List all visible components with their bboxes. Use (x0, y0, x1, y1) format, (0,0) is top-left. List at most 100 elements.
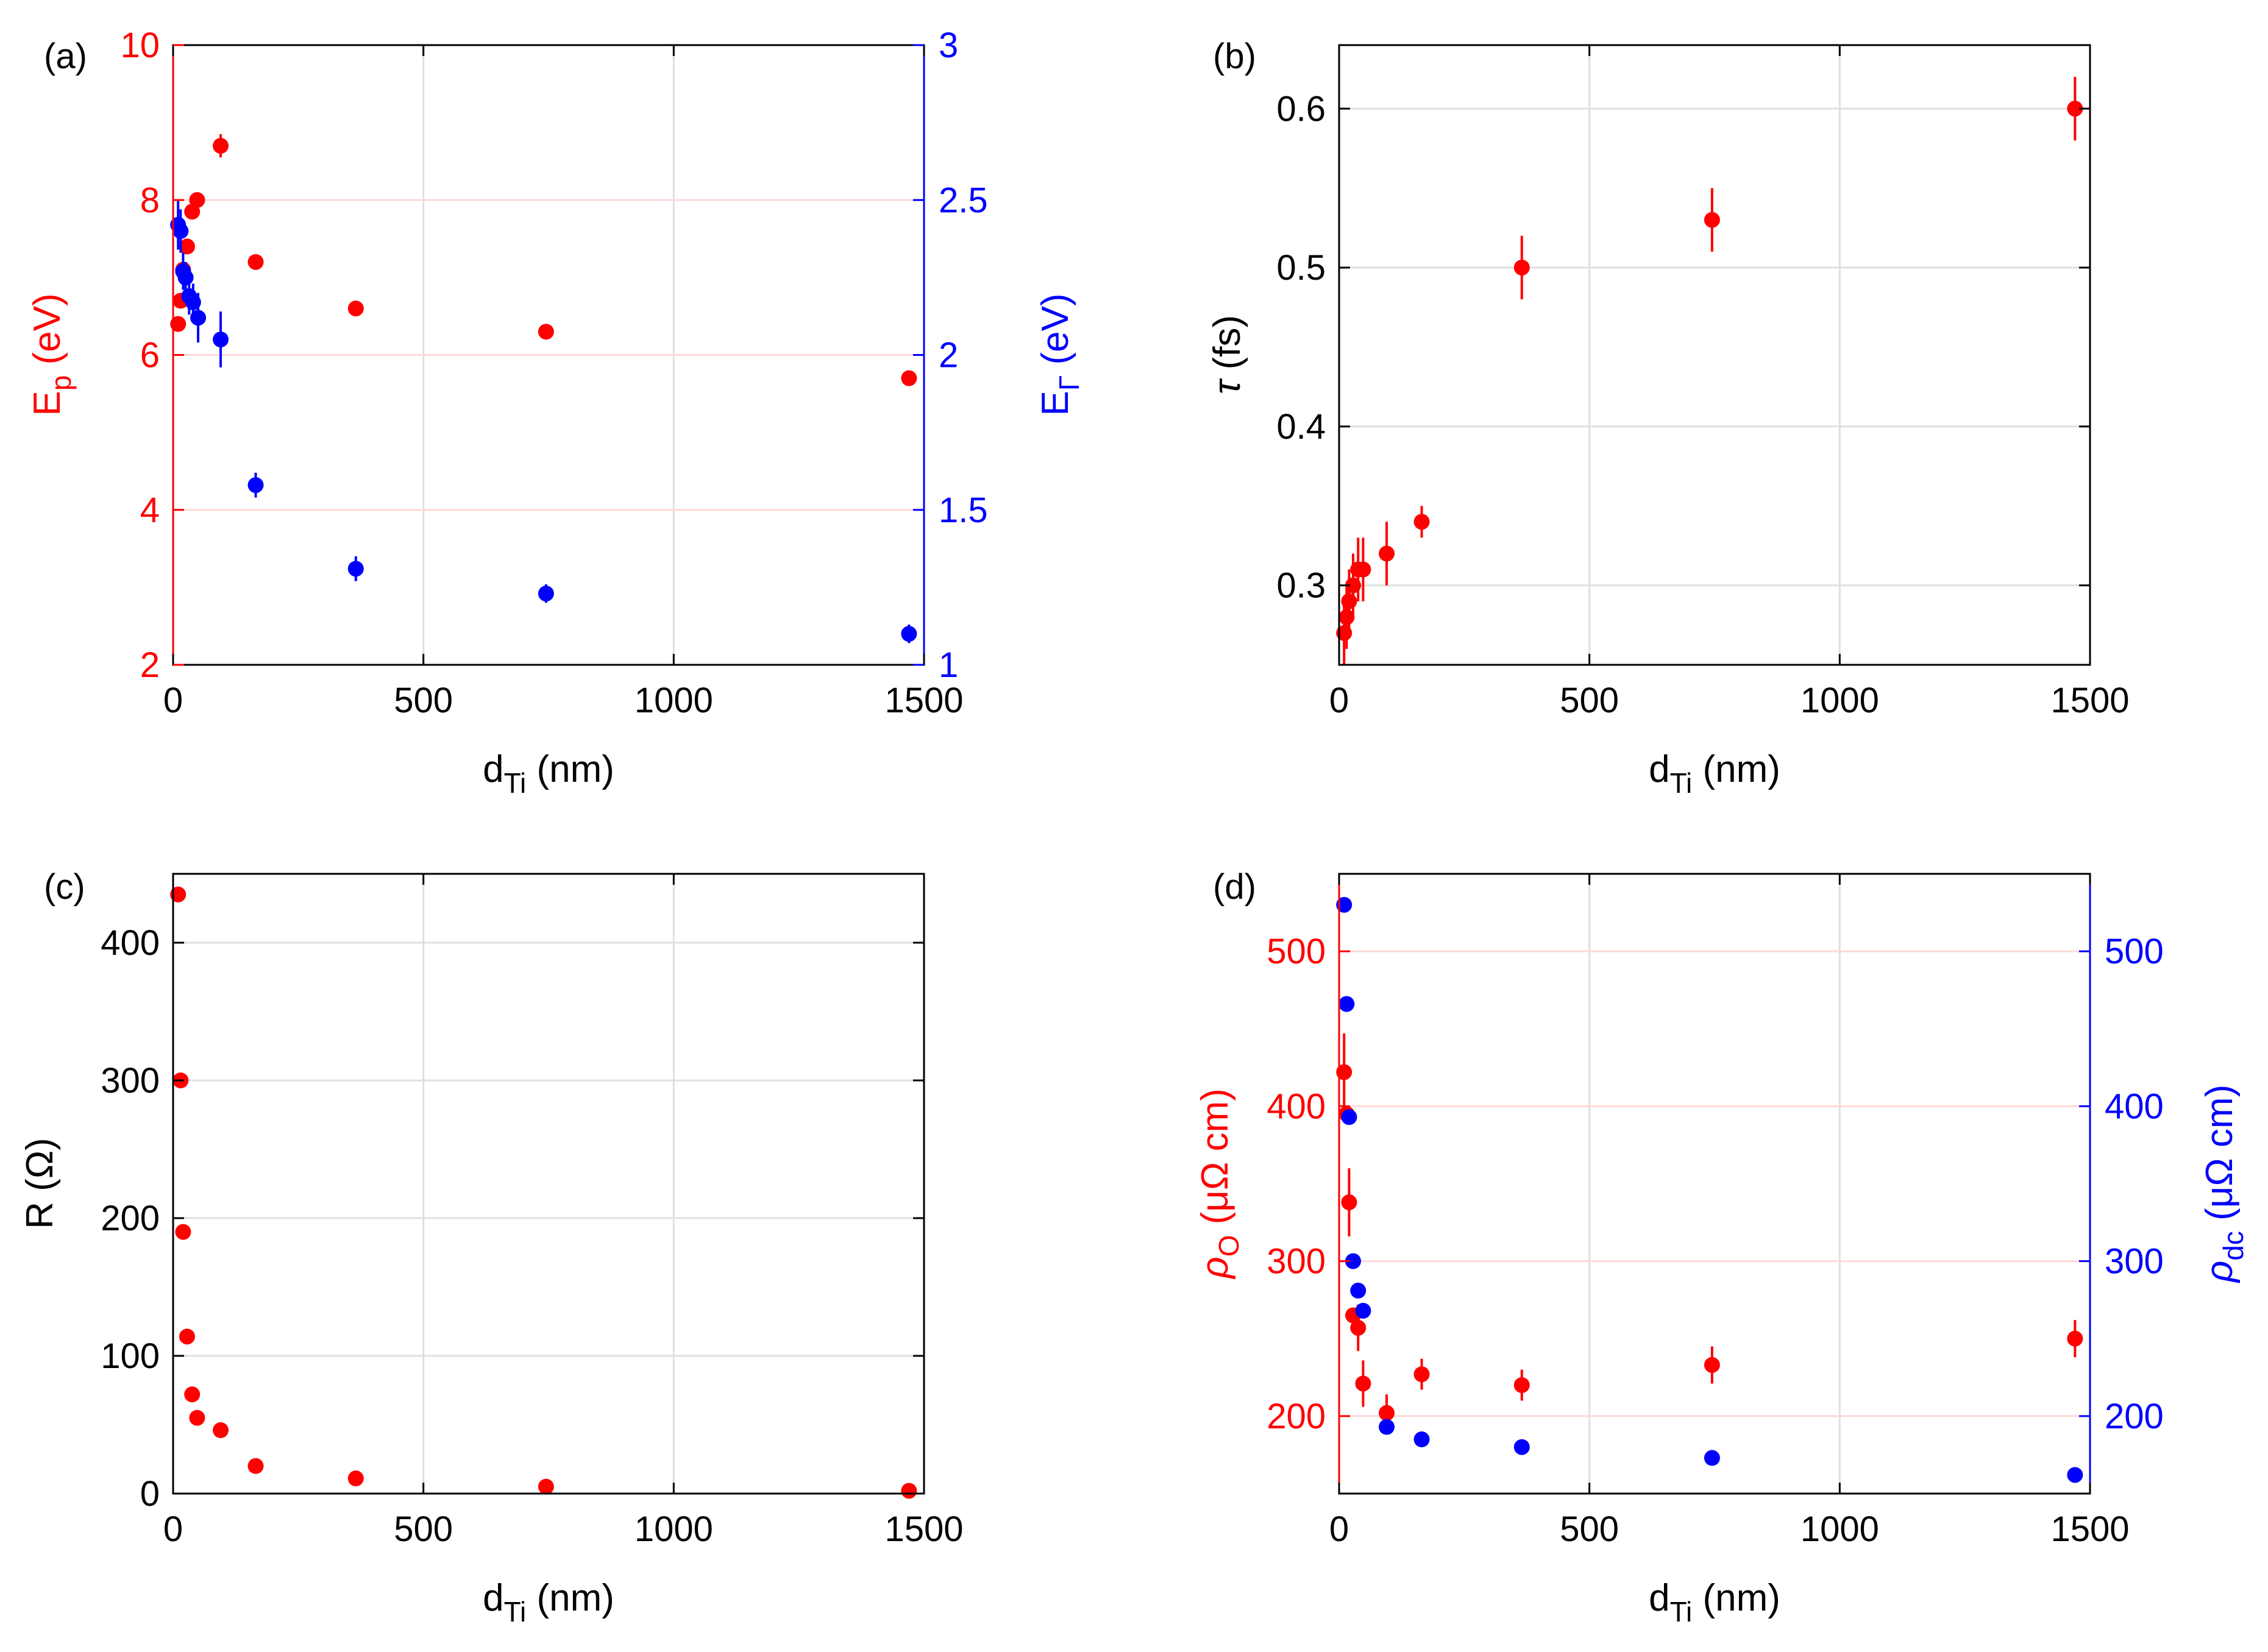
data-point (1513, 1377, 1530, 1394)
axes-frame-b (1338, 44, 2091, 666)
x-axis-label-c: dTi (nm) (483, 1577, 614, 1628)
y-tick-label-left: 400 (101, 923, 160, 963)
data-point (901, 626, 917, 642)
x-tick-label: 0 (163, 1509, 183, 1549)
data-point (1413, 1366, 1430, 1383)
data-point (901, 1483, 917, 1499)
data-point (170, 886, 187, 902)
y-tick-label-left: 0.5 (1276, 248, 1326, 288)
y-tick-label-right: 1.5 (939, 491, 988, 530)
grid-b (1339, 45, 2090, 665)
y-tick-label-left: 500 (1267, 932, 1326, 971)
x-tick-label: 500 (394, 681, 453, 720)
data-point (1338, 609, 1355, 625)
data-point (172, 223, 189, 239)
data-point (1341, 593, 1357, 609)
y-tick-label-left: 400 (1267, 1087, 1326, 1126)
data-point (347, 561, 364, 577)
data-point (1355, 1302, 1371, 1319)
panel-c: (c) 0 500 1000 1500 0 100 200 300 400 dTi (nm) R… (19, 867, 964, 1628)
data-point (2067, 1330, 2083, 1347)
data-point (538, 586, 554, 602)
y-axis-label-right-a: EΓ (eV) (1034, 293, 1085, 416)
marks-b (1336, 77, 2083, 665)
panel-a: (a) 0 500 1000 1500 2 4 6 8 10 1 1.5 2 2.5 3 dTi (nm)… (26, 26, 1085, 799)
y-tick-label-left: 0.4 (1276, 407, 1326, 447)
y-tick-label-left: 2 (140, 645, 160, 685)
data-point (247, 253, 264, 270)
x-tick-label: 1500 (884, 681, 963, 720)
grid-c (173, 874, 924, 1494)
ticks-c: 0 500 1000 1500 0 100 200 300 400 (101, 874, 964, 1549)
data-point (184, 1386, 201, 1403)
y-tick-label-left: 0 (140, 1474, 160, 1514)
y-tick-label-right: 3 (939, 26, 958, 65)
data-point (1355, 561, 1371, 578)
data-point (247, 477, 264, 494)
data-point (1336, 896, 1353, 913)
y-tick-label-right: 2 (939, 336, 958, 375)
data-point (1350, 1319, 1367, 1336)
data-point (179, 1328, 195, 1345)
panel-label-b: (b) (1213, 37, 1256, 76)
data-point (247, 1458, 264, 1474)
data-point (1355, 1375, 1371, 1392)
data-point (2067, 1467, 2083, 1483)
panel-label-d: (d) (1213, 867, 1256, 907)
data-point (179, 238, 195, 255)
y-tick-label-left: 200 (101, 1199, 160, 1238)
panel-d: (d) 0 500 1000 1500 200 300 400 500 200 300 400 500… (1194, 867, 2249, 1628)
data-point (1413, 514, 1430, 530)
x-tick-label: 500 (1560, 1509, 1619, 1549)
y-tick-label-right: 300 (2105, 1242, 2164, 1282)
axes-frame-c (172, 873, 925, 1495)
y-tick-label-right: 200 (2105, 1397, 2164, 1436)
x-tick-label: 0 (1329, 681, 1349, 720)
x-tick-label: 500 (1560, 681, 1619, 720)
y-tick-label-left: 300 (1267, 1242, 1326, 1282)
data-point (1413, 1431, 1430, 1448)
data-point (538, 324, 554, 340)
y-axis-label-left-a: Ep (eV) (26, 293, 77, 416)
data-point (1379, 1405, 1395, 1421)
y-tick-label-left: 8 (140, 180, 160, 220)
x-tick-label: 0 (1329, 1509, 1349, 1549)
data-point (1345, 1253, 1361, 1269)
y-tick-label-left: 300 (101, 1061, 160, 1101)
data-point (1379, 1419, 1395, 1435)
data-point (1338, 996, 1355, 1012)
data-point (1704, 211, 1720, 228)
data-point (1341, 1109, 1357, 1126)
data-point (538, 1478, 554, 1495)
x-tick-label: 1000 (635, 1509, 713, 1549)
y-axis-label-right-d: ρdc (μΩ cm) (2199, 1085, 2249, 1284)
x-tick-label: 1500 (2050, 681, 2129, 720)
data-point (213, 138, 229, 154)
panel-label-c: (c) (44, 867, 85, 907)
ticks-b: 0 500 1000 1500 0.3 0.4 0.5 0.6 (1276, 45, 2130, 720)
y-tick-label-right: 2.5 (939, 180, 988, 220)
x-axis-label-b: dTi (nm) (1649, 748, 1780, 799)
data-point (1336, 1064, 1353, 1080)
data-point (1704, 1450, 1720, 1466)
data-point (1513, 1439, 1530, 1455)
x-tick-label: 0 (163, 681, 183, 720)
y-tick-label-left: 6 (140, 336, 160, 375)
y-tick-label-left: 0.6 (1276, 89, 1326, 129)
x-tick-label: 1000 (1801, 1509, 1879, 1549)
y-tick-label-right: 1 (939, 645, 958, 685)
grid-d (1339, 874, 2090, 1494)
grid-a (173, 45, 924, 665)
data-point (190, 310, 207, 326)
x-tick-label: 1500 (884, 1509, 963, 1549)
data-point (1341, 1194, 1357, 1211)
x-axis-label-a: dTi (nm) (483, 748, 614, 799)
data-point (1513, 260, 1530, 276)
data-point (170, 316, 187, 332)
marks-a (170, 134, 917, 643)
data-point (1704, 1356, 1720, 1373)
data-point (901, 370, 917, 386)
data-point (175, 1224, 191, 1240)
data-point (2067, 101, 2083, 117)
y-tick-label-left: 0.3 (1276, 566, 1326, 606)
